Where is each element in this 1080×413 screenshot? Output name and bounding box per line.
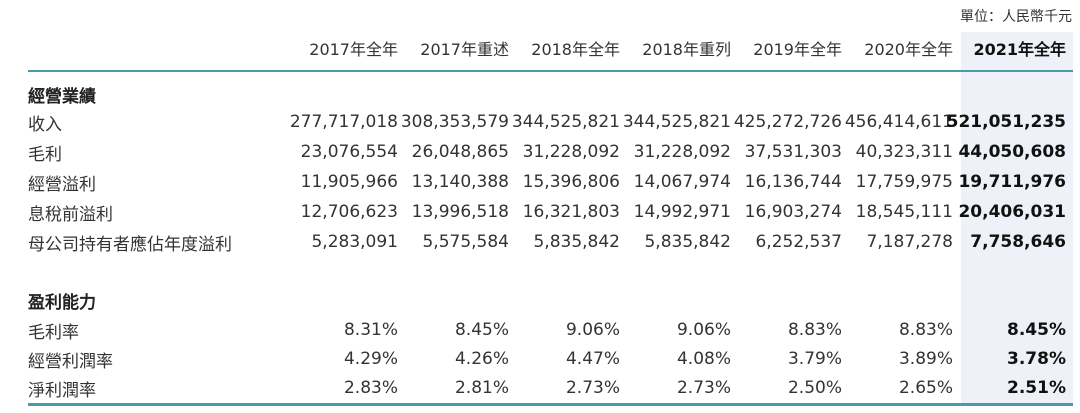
- table-cell: 18,545,111: [855, 202, 953, 222]
- table-row: 淨利潤率 2.83% 2.81% 2.73% 2.73% 2.50% 2.65%…: [0, 374, 1080, 402]
- section-title-operating-results: 經營業績: [28, 86, 96, 107]
- row-label: 毛利率: [28, 322, 79, 343]
- table-cell: 3.89%: [898, 349, 953, 369]
- table-cell-highlight: 20,406,031: [958, 202, 1066, 222]
- table-row: 經營溢利 11,905,966 13,140,388 15,396,806 14…: [0, 168, 1080, 196]
- table-row: 毛利 23,076,554 26,048,865 31,228,092 31,2…: [0, 138, 1080, 166]
- table-cell: 17,759,975: [855, 172, 953, 192]
- table-cell: 16,321,803: [522, 202, 620, 222]
- table-cell: 5,575,584: [422, 232, 509, 252]
- table-cell: 8.31%: [343, 320, 398, 340]
- table-cell-highlight: 19,711,976: [958, 172, 1066, 192]
- table-cell: 12,706,623: [300, 202, 398, 222]
- table-cell: 277,717,018: [289, 112, 398, 132]
- table-cell: 3.79%: [787, 349, 842, 369]
- section-title-row: 盈利能力: [0, 286, 1080, 314]
- table-cell: 2.81%: [454, 378, 509, 398]
- table-cell: 5,835,842: [533, 232, 620, 252]
- table-cell-highlight: 8.45%: [1007, 320, 1066, 340]
- table-cell: 4.29%: [343, 349, 398, 369]
- table-cell: 15,396,806: [522, 172, 620, 192]
- table-cell: 14,992,971: [633, 202, 731, 222]
- table-cell-highlight: 44,050,608: [958, 142, 1066, 162]
- table-cell: 31,228,092: [522, 142, 620, 162]
- table-row: 毛利率 8.31% 8.45% 9.06% 9.06% 8.83% 8.83% …: [0, 316, 1080, 344]
- table-cell: 2.50%: [787, 378, 842, 398]
- table-row: 息稅前溢利 12,706,623 13,996,518 16,321,803 1…: [0, 198, 1080, 226]
- table-cell: 14,067,974: [633, 172, 731, 192]
- table-cell: 40,323,311: [855, 142, 953, 162]
- col-header-2018-restated: 2018年重列: [642, 40, 731, 59]
- row-label: 收入: [28, 114, 62, 135]
- table-cell: 8.83%: [898, 320, 953, 340]
- table-cell: 4.08%: [676, 349, 731, 369]
- col-header-2021-full: 2021年全年: [973, 40, 1066, 59]
- table-cell: 8.45%: [454, 320, 509, 340]
- header-divider: [28, 70, 1073, 72]
- table-cell: 2.65%: [898, 378, 953, 398]
- table-cell: 9.06%: [565, 320, 620, 340]
- table-cell: 23,076,554: [300, 142, 398, 162]
- table-header-row: 2017年全年 2017年重述 2018年全年 2018年重列 2019年全年 …: [0, 34, 1080, 62]
- row-label: 息稅前溢利: [28, 204, 113, 225]
- table-cell: 344,525,821: [511, 112, 620, 132]
- table-row: 母公司持有者應佔年度溢利 5,283,091 5,575,584 5,835,8…: [0, 228, 1080, 256]
- col-header-2019-full: 2019年全年: [753, 40, 842, 59]
- table-cell: 5,835,842: [644, 232, 731, 252]
- table-bottom-rule: [28, 403, 1073, 406]
- highlight-column-2021: [961, 32, 1073, 404]
- table-cell: 26,048,865: [411, 142, 509, 162]
- table-cell: 4.26%: [454, 349, 509, 369]
- unit-label: 單位：人民幣千元: [960, 9, 1072, 25]
- table-cell: 16,903,274: [744, 202, 842, 222]
- table-cell: 344,525,821: [622, 112, 731, 132]
- table-cell: 31,228,092: [633, 142, 731, 162]
- table-cell: 2.73%: [565, 378, 620, 398]
- table-row: 經營利潤率 4.29% 4.26% 4.47% 4.08% 3.79% 3.89…: [0, 345, 1080, 373]
- table-cell: 6,252,537: [755, 232, 842, 252]
- table-cell-highlight: 7,758,646: [970, 232, 1066, 252]
- table-cell: 2.73%: [676, 378, 731, 398]
- table-cell: 16,136,744: [744, 172, 842, 192]
- row-label: 淨利潤率: [28, 380, 96, 401]
- table-cell-highlight: 521,051,235: [946, 112, 1066, 132]
- table-cell: 13,140,388: [411, 172, 509, 192]
- table-cell: 7,187,278: [866, 232, 953, 252]
- row-label: 經營溢利: [28, 174, 96, 195]
- table-cell: 4.47%: [565, 349, 620, 369]
- table-cell: 5,283,091: [311, 232, 398, 252]
- table-cell: 37,531,303: [744, 142, 842, 162]
- table-cell-highlight: 3.78%: [1007, 349, 1066, 369]
- row-label: 毛利: [28, 144, 62, 165]
- table-cell: 425,272,726: [733, 112, 842, 132]
- col-header-2017-restated: 2017年重述: [420, 40, 509, 59]
- table-cell: 11,905,966: [300, 172, 398, 192]
- row-label: 經營利潤率: [28, 351, 113, 372]
- table-row: 收入 277,717,018 308,353,579 344,525,821 3…: [0, 108, 1080, 136]
- table-cell: 308,353,579: [400, 112, 509, 132]
- table-cell: 13,996,518: [411, 202, 509, 222]
- col-header-2017-full: 2017年全年: [309, 40, 398, 59]
- row-label: 母公司持有者應佔年度溢利: [28, 234, 232, 255]
- col-header-2018-full: 2018年全年: [531, 40, 620, 59]
- table-cell: 2.83%: [343, 378, 398, 398]
- table-cell: 8.83%: [787, 320, 842, 340]
- table-cell: 456,414,611: [844, 112, 953, 132]
- section-title-profitability: 盈利能力: [28, 292, 96, 313]
- col-header-2020-full: 2020年全年: [864, 40, 953, 59]
- table-cell: 9.06%: [676, 320, 731, 340]
- table-cell-highlight: 2.51%: [1007, 378, 1066, 398]
- section-title-row: 經營業績: [0, 80, 1080, 108]
